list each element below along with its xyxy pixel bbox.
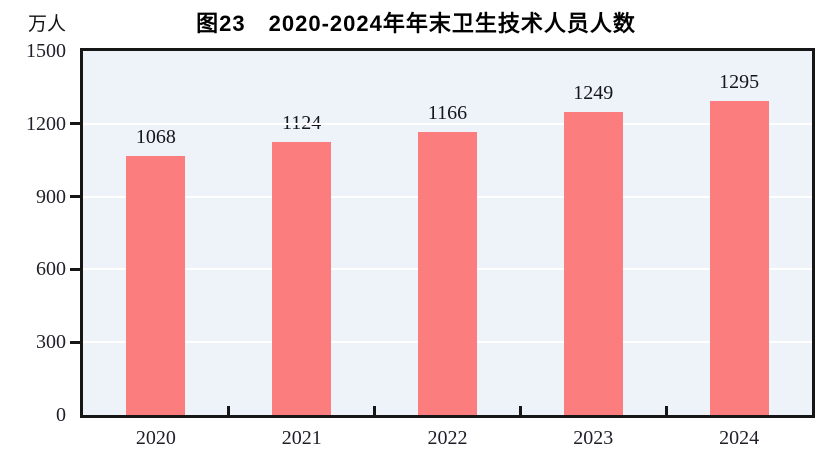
bar-value-label: 1068 [135, 125, 176, 148]
y-axis-tick-label: 600 [36, 258, 66, 281]
y-axis-tick-label: 900 [36, 185, 66, 208]
bar [126, 155, 186, 415]
plot-area [80, 48, 815, 418]
x-axis-tick [664, 406, 668, 415]
bar-value-label: 1295 [719, 70, 760, 93]
y-axis-tick [70, 267, 80, 271]
x-axis-label: 2024 [719, 427, 760, 449]
bar-value-label: 1166 [427, 102, 468, 125]
bar [272, 142, 332, 415]
bar [709, 100, 769, 415]
bar [563, 111, 623, 415]
gridline [83, 122, 812, 125]
x-axis-tick [227, 406, 231, 415]
y-axis-tick [70, 122, 80, 126]
y-axis-tick [70, 195, 80, 199]
x-axis-label: 2021 [281, 427, 322, 449]
bar-value-label: 1249 [573, 81, 614, 104]
y-axis-tick-label: 0 [56, 404, 66, 426]
x-axis-tick [373, 406, 377, 415]
bar [418, 132, 477, 415]
chart-title: 图23 2020-2024年年末卫生技术人员人数 [196, 11, 636, 36]
y-axis-tick-label: 1500 [26, 40, 66, 62]
y-axis-unit-label: 万人 [28, 14, 67, 35]
x-axis-label: 2023 [573, 427, 614, 449]
y-axis-tick-label: 300 [36, 331, 66, 354]
x-axis-label: 2022 [427, 427, 468, 449]
x-axis-label: 2020 [135, 427, 176, 449]
y-axis-tick [70, 340, 80, 344]
y-axis-tick-label: 1200 [26, 112, 66, 135]
x-axis-tick [518, 406, 522, 415]
